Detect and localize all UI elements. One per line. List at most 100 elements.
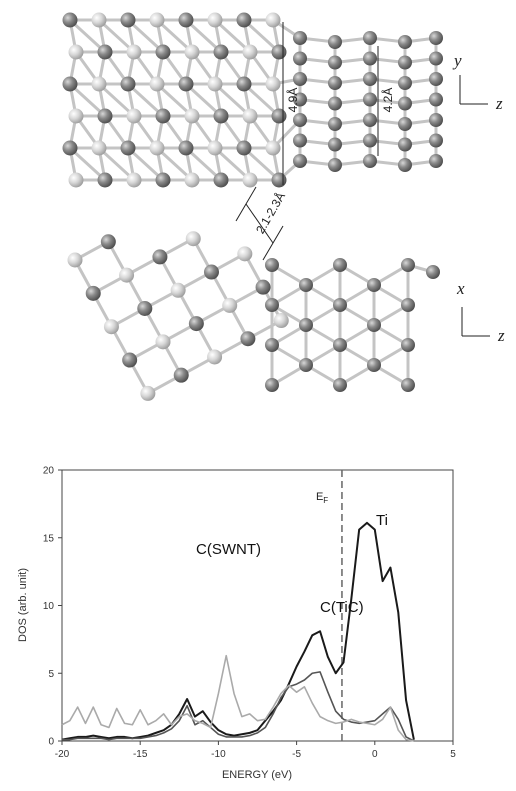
atom — [214, 173, 229, 188]
atom — [401, 338, 415, 352]
x-axis-title: ENERGY (eV) — [222, 769, 292, 781]
fermi-label: EF — [316, 491, 328, 505]
atom — [333, 258, 347, 272]
atom — [179, 77, 194, 92]
x-tick-label: -5 — [292, 749, 301, 760]
atom — [363, 52, 377, 66]
fermi-label-main: E — [316, 491, 323, 503]
atom — [208, 141, 223, 156]
atom — [266, 141, 281, 156]
atom — [266, 13, 281, 28]
atom — [122, 353, 137, 368]
atom — [266, 77, 281, 92]
atom — [398, 76, 412, 90]
atom — [243, 173, 258, 188]
series-label: C(TiC) — [320, 599, 364, 616]
atom — [156, 173, 171, 188]
y-tick-label: 0 — [48, 737, 54, 748]
atom — [214, 45, 229, 60]
y-tick-label: 20 — [43, 466, 55, 477]
atom — [328, 76, 342, 90]
fermi-label-sub: F — [323, 496, 328, 505]
atom — [68, 253, 83, 268]
atom — [121, 141, 136, 156]
atom — [69, 109, 84, 124]
atom — [429, 31, 443, 45]
atom — [333, 298, 347, 312]
atom — [398, 97, 412, 111]
atom — [119, 268, 134, 283]
atom — [265, 298, 279, 312]
atom — [293, 113, 307, 127]
atom — [429, 72, 443, 86]
atom — [293, 134, 307, 148]
atom — [293, 52, 307, 66]
atom — [237, 77, 252, 92]
x-tick-label: -20 — [55, 749, 70, 760]
atom — [156, 45, 171, 60]
atom — [171, 283, 186, 298]
atom — [179, 141, 194, 156]
atom — [69, 45, 84, 60]
atom — [429, 52, 443, 66]
atom — [363, 93, 377, 107]
atom — [363, 134, 377, 148]
atom — [92, 141, 107, 156]
atom — [243, 45, 258, 60]
atom — [328, 35, 342, 49]
atom — [237, 246, 252, 261]
atom — [333, 338, 347, 352]
atom — [398, 138, 412, 152]
atom — [208, 77, 223, 92]
atom — [328, 56, 342, 70]
atom — [401, 298, 415, 312]
atom — [179, 13, 194, 28]
atom — [272, 109, 287, 124]
y-axis-title: DOS (arb. unit) — [17, 568, 29, 642]
atom — [140, 386, 155, 401]
atom — [367, 278, 381, 292]
atom — [299, 278, 313, 292]
series-line — [62, 656, 414, 741]
atom — [363, 72, 377, 86]
atom — [426, 265, 440, 279]
atom — [127, 45, 142, 60]
atom — [121, 77, 136, 92]
atom — [63, 141, 78, 156]
atom — [208, 13, 223, 28]
atom — [186, 231, 201, 246]
axis-label: z — [495, 94, 503, 113]
atom — [104, 319, 119, 334]
atom — [398, 56, 412, 70]
atom — [299, 358, 313, 372]
atom — [363, 31, 377, 45]
atom — [398, 35, 412, 49]
atom — [101, 234, 116, 249]
atom — [189, 316, 204, 331]
atom — [293, 31, 307, 45]
x-tick-label: 5 — [450, 749, 456, 760]
dimension-label: 4.9Å — [285, 88, 300, 113]
atom — [299, 318, 313, 332]
atom — [328, 117, 342, 131]
atom — [293, 154, 307, 168]
atom — [63, 13, 78, 28]
figure: 4.9Å 4.2Å y z 2.1-2.3Å x z DOS (arb. uni… — [0, 0, 516, 791]
atom — [69, 173, 84, 188]
atom — [398, 117, 412, 131]
y-tick-label: 5 — [48, 669, 54, 680]
axis-label: x — [456, 279, 465, 298]
atom — [333, 378, 347, 392]
atom — [328, 97, 342, 111]
atom — [204, 265, 219, 280]
atom — [272, 173, 287, 188]
atom — [429, 134, 443, 148]
atom — [293, 72, 307, 86]
atom — [121, 13, 136, 28]
atom — [237, 13, 252, 28]
atom — [185, 173, 200, 188]
atom — [86, 286, 101, 301]
atom — [401, 258, 415, 272]
atom — [237, 141, 252, 156]
atom — [150, 77, 165, 92]
